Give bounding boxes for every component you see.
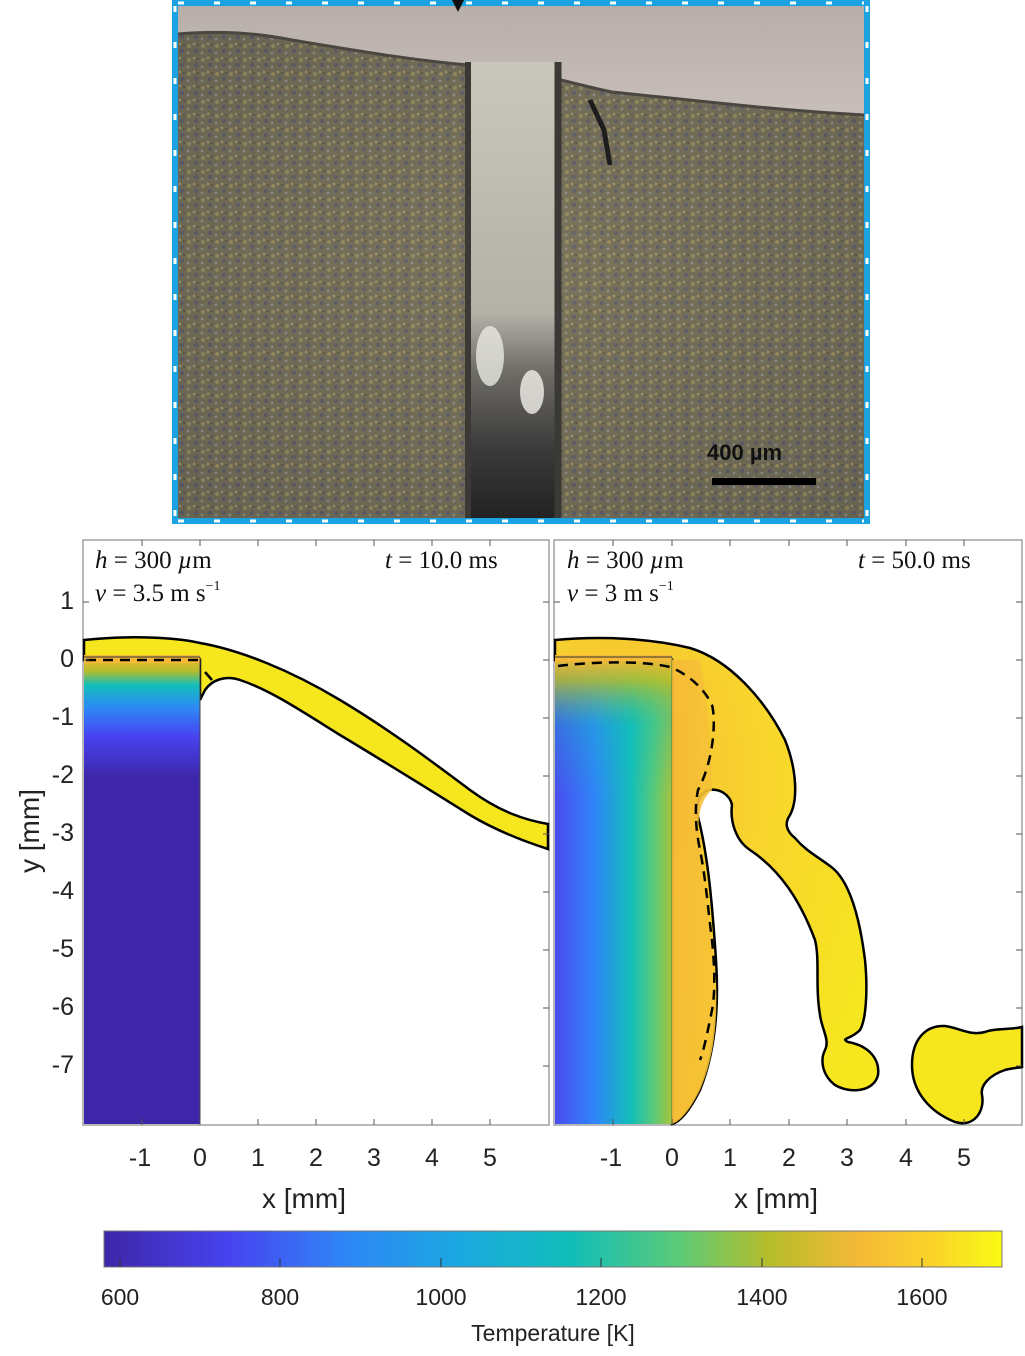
y-tick: -6 — [51, 993, 74, 1021]
left-h-annotation: h = 300 µm — [95, 547, 212, 575]
v-exponent: −1 — [205, 578, 221, 594]
right-h-annotation: h = 300 µm — [567, 547, 684, 575]
h-unit: m — [192, 547, 212, 574]
left-t-annotation: t = 10.0 ms — [385, 547, 498, 575]
y-tick: -3 — [51, 819, 74, 847]
substrate-block — [84, 657, 200, 1124]
mu-symbol: µ — [177, 547, 193, 574]
detached-droplet — [910, 1024, 1024, 1125]
x-axis-label-left: x [mm] — [262, 1183, 346, 1214]
x-tick: 3 — [367, 1144, 381, 1172]
y-tick: 1 — [60, 587, 74, 615]
left-v-annotation: v = 3.5 m s−1 — [95, 578, 221, 608]
colorbar — [103, 1230, 1003, 1268]
indent-marker-icon — [452, 0, 464, 12]
solidus-line — [557, 661, 716, 1061]
x-tick: -1 — [599, 1144, 623, 1172]
v-symbol: v — [95, 580, 107, 607]
x-tick: -1 — [128, 1144, 152, 1172]
h-value: = 300 — [107, 547, 178, 574]
micrograph-image — [172, 0, 870, 524]
t-value: = 10.0 ms — [391, 547, 498, 574]
micrograph-photo: 400 µm — [172, 0, 870, 524]
v-exponent: −1 — [658, 578, 674, 594]
scale-bar — [712, 478, 816, 485]
x-tick: 5 — [483, 1144, 497, 1172]
y-tick: 0 — [60, 645, 74, 673]
colorbar-label: Temperature [K] — [471, 1320, 635, 1346]
x-tick: 1 — [251, 1144, 265, 1172]
colorbar-tick: 1000 — [415, 1284, 467, 1310]
right-plot — [553, 539, 1024, 1126]
colorbar-tick: 600 — [100, 1284, 140, 1310]
h-unit: m — [664, 547, 684, 574]
y-tick: -7 — [51, 1051, 74, 1079]
x-tick: 2 — [782, 1144, 796, 1172]
colorbar-tick: 1200 — [575, 1284, 627, 1310]
x-axis-label-right: x [mm] — [734, 1183, 818, 1214]
t-value: = 50.0 ms — [864, 547, 971, 574]
v-symbol: v — [567, 580, 579, 607]
right-v-annotation: v = 3 m s−1 — [567, 578, 674, 608]
h-symbol: h — [567, 547, 580, 574]
y-tick: -5 — [51, 935, 74, 963]
y-tick: -2 — [51, 761, 74, 789]
colorbar-tick: 1400 — [736, 1284, 788, 1310]
h-symbol: h — [95, 547, 108, 574]
x-tick: 0 — [193, 1144, 207, 1172]
y-tick: -1 — [51, 703, 74, 731]
mu-symbol: µ — [649, 547, 665, 574]
x-tick: 4 — [425, 1144, 439, 1172]
molten-ligament — [553, 636, 880, 1126]
t-symbol: t — [385, 547, 392, 574]
x-tick: 1 — [723, 1144, 737, 1172]
v-value: = 3 m s — [578, 580, 659, 607]
colorbar-tick: 1600 — [896, 1284, 948, 1310]
h-value: = 300 — [579, 547, 650, 574]
x-tick: 3 — [840, 1144, 854, 1172]
x-tick: 5 — [957, 1144, 971, 1172]
left-plot — [82, 539, 550, 1126]
y-tick: -4 — [51, 877, 74, 905]
colorbar-tick: 800 — [260, 1284, 300, 1310]
t-symbol: t — [858, 547, 865, 574]
scale-bar-label: 400 µm — [707, 440, 783, 465]
x-tick: 0 — [665, 1144, 679, 1172]
right-t-annotation: t = 50.0 ms — [858, 547, 971, 575]
x-tick: 4 — [899, 1144, 913, 1172]
v-value: = 3.5 m s — [106, 580, 206, 607]
y-axis-label: y [mm] — [14, 789, 45, 873]
x-tick: 2 — [309, 1144, 323, 1172]
